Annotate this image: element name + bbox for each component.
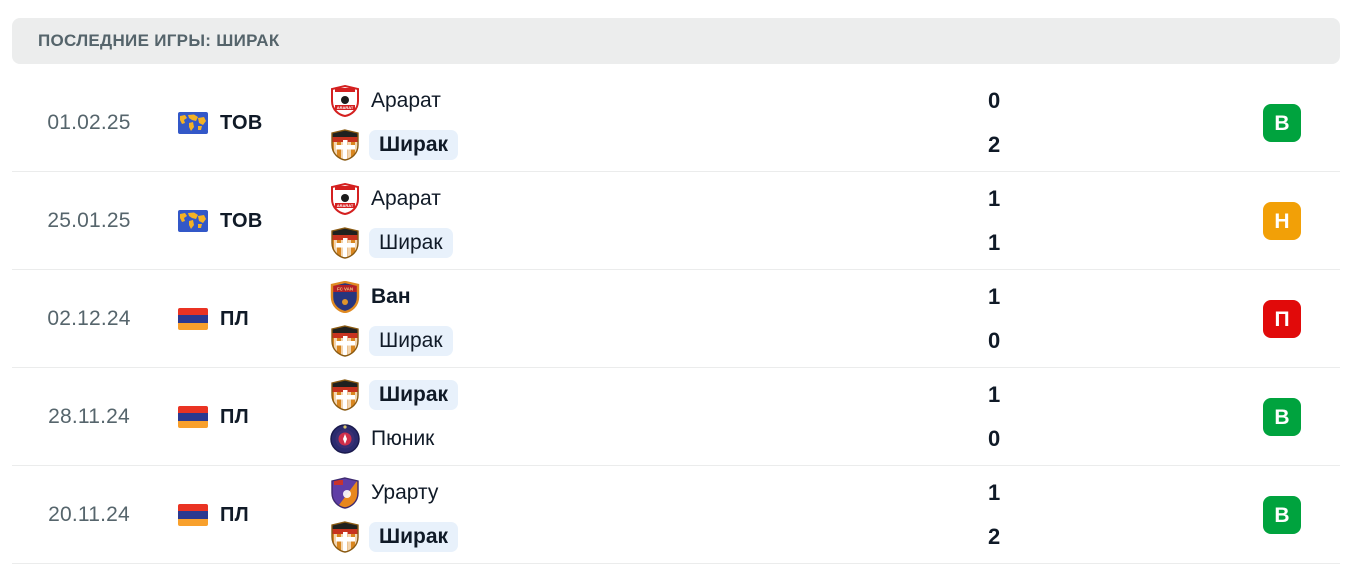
competition-label: ПЛ: [220, 503, 250, 526]
armenia-flag-icon: [178, 406, 208, 428]
ararat-badge: ARARAT: [330, 85, 360, 117]
score-home: 1: [988, 480, 1001, 505]
table-row[interactable]: 01.02.25 ТОВ ARARAT Арарат Ширак 0 2 В: [0, 74, 1352, 172]
shirak-badge: [330, 325, 360, 357]
ararat-badge: ARARAT: [330, 183, 360, 215]
team-name-home: Ван: [371, 284, 411, 308]
teams-cell: ARARAT Арарат Ширак: [318, 83, 912, 163]
match-list: 01.02.25 ТОВ ARARAT Арарат Ширак 0 2 В 25.01.25 Т…: [0, 74, 1352, 564]
team-line-away[interactable]: Ширак: [330, 127, 912, 163]
team-name-away: Ширак: [369, 521, 459, 553]
competition-label: ТОВ: [220, 209, 263, 232]
teams-cell: Ширак Пюник: [318, 377, 912, 457]
result-cell: П: [1212, 300, 1352, 338]
score-away: 0: [988, 328, 1001, 353]
team-line-away[interactable]: Пюник: [330, 421, 912, 457]
competition-cell[interactable]: ТОВ: [178, 210, 318, 233]
score-away: 2: [988, 524, 1001, 549]
score-away: 1: [988, 230, 1001, 255]
team-name-home: Ширак: [369, 379, 459, 411]
team-line-home[interactable]: ARARAT Арарат: [330, 83, 912, 119]
team-name-away: Ширак: [369, 325, 453, 357]
competition-cell[interactable]: ПЛ: [178, 504, 318, 527]
team-line-away[interactable]: Ширак: [330, 519, 912, 555]
score-away: 2: [988, 132, 1001, 157]
urartu-badge: [330, 477, 360, 509]
team-line-away[interactable]: Ширак: [330, 323, 912, 359]
status-badge: В: [1263, 398, 1301, 436]
svg-text:FC VAN: FC VAN: [337, 287, 353, 292]
van-badge: FC VAN: [330, 281, 360, 313]
world-icon: [178, 210, 208, 232]
shirak-badge: [330, 379, 360, 411]
score-away: 0: [988, 426, 1001, 451]
team-name-home: Арарат: [371, 88, 441, 112]
team-line-home[interactable]: ARARAT Арарат: [330, 181, 912, 217]
world-icon: [178, 112, 208, 134]
result-cell: Н: [1212, 202, 1352, 240]
score-home: 0: [988, 88, 1001, 113]
shirak-badge: [330, 521, 360, 553]
status-badge: П: [1263, 300, 1301, 338]
shirak-badge: [330, 227, 360, 259]
match-date: 02.12.24: [47, 307, 131, 330]
competition-label: ПЛ: [220, 307, 250, 330]
team-line-home[interactable]: Ширак: [330, 377, 912, 413]
svg-text:ARARAT: ARARAT: [337, 203, 354, 208]
svg-text:ARARAT: ARARAT: [337, 105, 354, 110]
match-date: 20.11.24: [48, 503, 130, 526]
status-badge: В: [1263, 496, 1301, 534]
status-badge: Н: [1263, 202, 1301, 240]
team-line-home[interactable]: FC VAN Ван: [330, 279, 912, 315]
competition-cell[interactable]: ТОВ: [178, 112, 318, 135]
table-row[interactable]: 28.11.24 ПЛ Ширак Пюник 1 0 В: [0, 368, 1352, 466]
panel-header: ПОСЛЕДНИЕ ИГРЫ: ШИРАК: [12, 18, 1340, 64]
teams-cell: ARARAT Арарат Ширак: [318, 181, 912, 261]
result-cell: В: [1212, 496, 1352, 534]
shirak-badge: [330, 129, 360, 161]
score-home: 1: [988, 284, 1001, 309]
competition-cell[interactable]: ПЛ: [178, 406, 318, 429]
table-row[interactable]: 25.01.25 ТОВ ARARAT Арарат Ширак 1 1 Н: [0, 172, 1352, 270]
status-badge: В: [1263, 104, 1301, 142]
result-cell: В: [1212, 398, 1352, 436]
page-title: ПОСЛЕДНИЕ ИГРЫ: ШИРАК: [38, 31, 280, 50]
teams-cell: FC VAN Ван Ширак: [318, 279, 912, 359]
table-row[interactable]: 20.11.24 ПЛ Урарту Ширак 1 2 В: [0, 466, 1352, 564]
match-date: 01.02.25: [47, 111, 131, 134]
team-name-home: Урарту: [371, 480, 439, 504]
pyunik-badge: [330, 423, 360, 455]
team-line-home[interactable]: Урарту: [330, 475, 912, 511]
team-name-home: Арарат: [371, 186, 441, 210]
result-cell: В: [1212, 104, 1352, 142]
competition-label: ТОВ: [220, 111, 263, 134]
score-home: 1: [988, 382, 1001, 407]
match-date: 28.11.24: [48, 405, 130, 428]
team-name-away: Ширак: [369, 129, 459, 161]
competition-cell[interactable]: ПЛ: [178, 308, 318, 331]
score-home: 1: [988, 186, 1001, 211]
team-name-away: Ширак: [369, 227, 453, 259]
competition-label: ПЛ: [220, 405, 250, 428]
armenia-flag-icon: [178, 504, 208, 526]
team-name-away: Пюник: [371, 426, 435, 450]
table-row[interactable]: 02.12.24 ПЛ FC VAN Ван Ширак 1 0 П: [0, 270, 1352, 368]
team-line-away[interactable]: Ширак: [330, 225, 912, 261]
teams-cell: Урарту Ширак: [318, 475, 912, 555]
match-date: 25.01.25: [47, 209, 131, 232]
armenia-flag-icon: [178, 308, 208, 330]
